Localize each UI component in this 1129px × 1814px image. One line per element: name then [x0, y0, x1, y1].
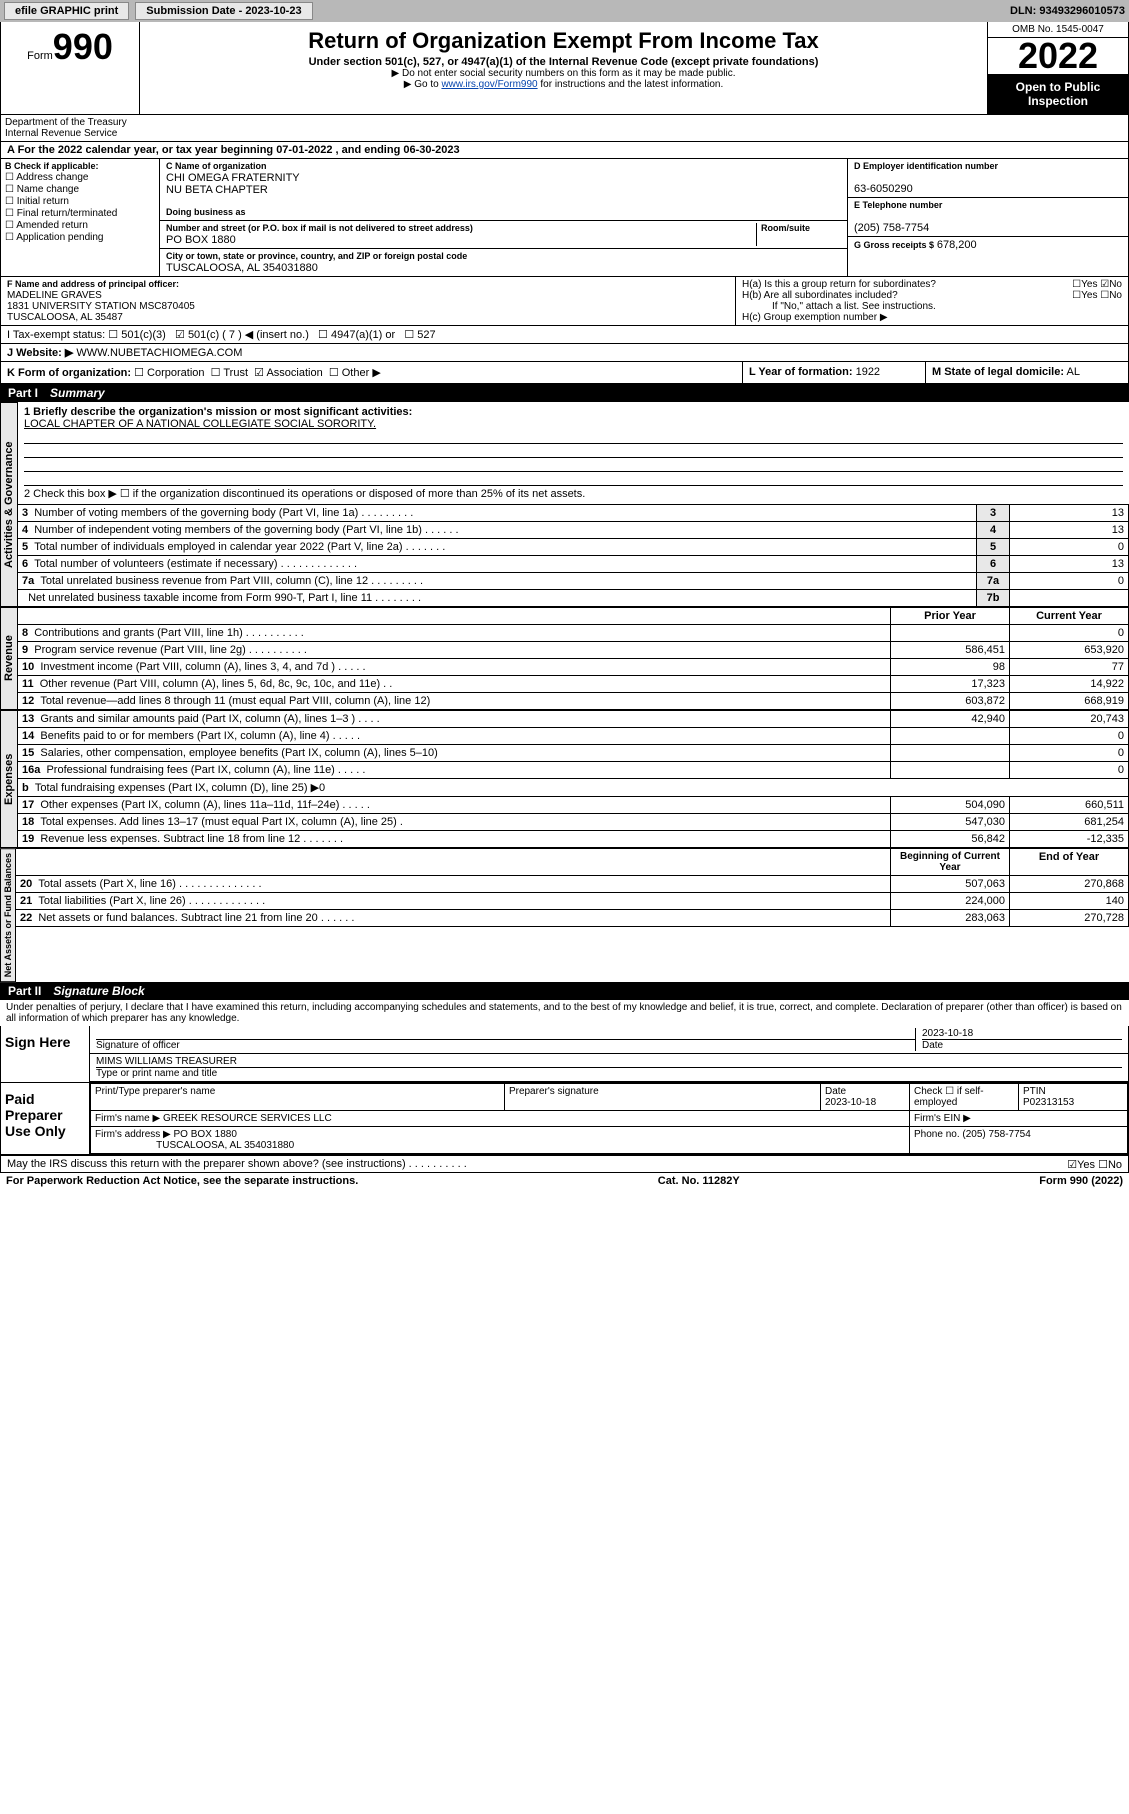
c-name-lbl: C Name of organization: [166, 161, 267, 171]
org-name-2: NU BETA CHAPTER: [166, 184, 268, 196]
header-grid: B Check if applicable: ☐ Address change …: [0, 159, 1129, 277]
submission-btn[interactable]: Submission Date - 2023-10-23: [135, 2, 312, 20]
vert-net: Net Assets or Fund Balances: [0, 848, 16, 982]
f-h-row: F Name and address of principal officer:…: [0, 277, 1129, 326]
note-2: ▶ Go to www.irs.gov/Form990 for instruct…: [148, 79, 979, 90]
form-title: Return of Organization Exempt From Incom…: [148, 28, 979, 54]
inspection-badge: Open to Public Inspection: [988, 74, 1128, 114]
k-l-m-row: K Form of organization: ☐ Corporation ☐ …: [0, 362, 1129, 384]
h-c: H(c) Group exemption number ▶: [742, 312, 1122, 323]
net-table: Beginning of Current YearEnd of Year 20 …: [16, 848, 1129, 927]
q1: 1 Briefly describe the organization's mi…: [24, 406, 412, 418]
dept-label: Department of the TreasuryInternal Reven…: [0, 115, 1129, 142]
website: WWW.NUBETACHIOMEGA.COM: [76, 347, 242, 359]
city: TUSCALOOSA, AL 354031880: [166, 262, 318, 274]
note-1: ▶ Do not enter social security numbers o…: [148, 68, 979, 79]
sig-block: Sign Here Signature of officer2023-10-18…: [0, 1026, 1129, 1156]
vert-gov: Activities & Governance: [0, 402, 18, 607]
vert-exp: Expenses: [0, 710, 18, 848]
officer-addr2: TUSCALOOSA, AL 35487: [7, 312, 123, 323]
addr: PO BOX 1880: [166, 234, 236, 246]
room-lbl: Room/suite: [761, 223, 810, 233]
col-b: B Check if applicable: ☐ Address change …: [1, 159, 160, 276]
sig-decl: Under penalties of perjury, I declare th…: [0, 1000, 1129, 1026]
org-name-1: CHI OMEGA FRATERNITY: [166, 172, 300, 184]
q2: 2 Check this box ▶ ☐ if the organization…: [24, 487, 1123, 500]
ein-lbl: D Employer identification number: [854, 161, 998, 171]
form-subtitle: Under section 501(c), 527, or 4947(a)(1)…: [148, 56, 979, 68]
part1-hdr: Part ISummary: [0, 384, 1129, 402]
phone-lbl: E Telephone number: [854, 200, 942, 210]
chk-name[interactable]: ☐ Name change: [5, 184, 155, 195]
gross: 678,200: [937, 239, 977, 251]
officer-addr1: 1831 UNIVERSITY STATION MSC870405: [7, 301, 195, 312]
row-a: A For the 2022 calendar year, or tax yea…: [0, 142, 1129, 159]
phone: (205) 758-7754: [854, 222, 929, 234]
chk-pending[interactable]: ☐ Application pending: [5, 232, 155, 243]
q1-val: LOCAL CHAPTER OF A NATIONAL COLLEGIATE S…: [24, 418, 376, 430]
form-label: Form990: [5, 26, 135, 68]
footer: For Paperwork Reduction Act Notice, see …: [0, 1173, 1129, 1189]
gov-table: 3 Number of voting members of the govern…: [18, 504, 1129, 607]
form-header: Form990 Return of Organization Exempt Fr…: [0, 22, 1129, 115]
exp-table: 13 Grants and similar amounts paid (Part…: [18, 710, 1129, 848]
dln: DLN: 93493296010573: [1010, 5, 1125, 17]
city-lbl: City or town, state or province, country…: [166, 251, 467, 261]
dba-lbl: Doing business as: [166, 207, 246, 217]
irs-link[interactable]: www.irs.gov/Form990: [441, 79, 537, 90]
h-a: H(a) Is this a group return for subordin…: [742, 279, 1122, 290]
tax-year: 2022: [988, 38, 1128, 74]
sign-here: Sign Here: [1, 1026, 90, 1082]
discuss-row: May the IRS discuss this return with the…: [0, 1156, 1129, 1173]
chk-final[interactable]: ☐ Final return/terminated: [5, 208, 155, 219]
paid-prep: Paid Preparer Use Only: [1, 1083, 90, 1154]
chk-amended[interactable]: ☐ Amended return: [5, 220, 155, 231]
officer-sig-name: MIMS WILLIAMS TREASURER: [96, 1056, 237, 1067]
efile-btn[interactable]: efile GRAPHIC print: [4, 2, 129, 20]
vert-rev: Revenue: [0, 607, 18, 710]
chk-addr[interactable]: ☐ Address change: [5, 172, 155, 183]
i-row: I Tax-exempt status: ☐ 501(c)(3) ☑ 501(c…: [0, 326, 1129, 344]
rev-table: Prior YearCurrent Year 8 Contributions a…: [18, 607, 1129, 710]
addr-lbl: Number and street (or P.O. box if mail i…: [166, 223, 473, 233]
h-b-note: If "No," attach a list. See instructions…: [742, 301, 1122, 312]
officer-name: MADELINE GRAVES: [7, 290, 102, 301]
f-lbl: F Name and address of principal officer:: [7, 279, 179, 289]
j-row: J Website: ▶ WWW.NUBETACHIOMEGA.COM: [0, 344, 1129, 362]
chk-initial[interactable]: ☐ Initial return: [5, 196, 155, 207]
h-b: H(b) Are all subordinates included? ☐Yes…: [742, 290, 1122, 301]
topbar: efile GRAPHIC print Submission Date - 20…: [0, 0, 1129, 22]
gross-lbl: G Gross receipts $: [854, 240, 934, 250]
col-b-hdr: B Check if applicable:: [5, 161, 155, 171]
part2-hdr: Part IISignature Block: [0, 982, 1129, 1000]
ein: 63-6050290: [854, 183, 913, 195]
